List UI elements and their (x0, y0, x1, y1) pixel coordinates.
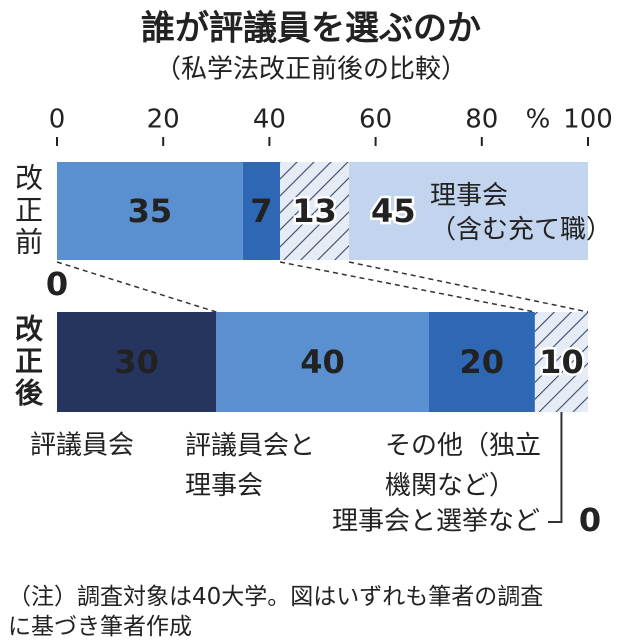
connector (279, 261, 536, 313)
value-label: 35 (128, 192, 173, 230)
value-label: 0 (579, 501, 601, 539)
x-tick-label: 80 (465, 105, 498, 135)
chart-title: 誰が評議員を選ぶのか (141, 9, 481, 49)
x-axis-label: % (526, 105, 551, 135)
category-label: 改正後 (11, 314, 44, 410)
value-label: 30 (114, 343, 159, 381)
connector (56, 261, 217, 313)
bar-segment (216, 312, 429, 412)
series-label: 評議員会 (30, 431, 134, 461)
x-tick-label: 100 (563, 105, 613, 135)
value-label: 40 (300, 343, 345, 381)
connector (348, 261, 589, 313)
bar-segment (428, 312, 535, 412)
value-label: 7 (250, 192, 272, 230)
bar-segment (57, 312, 217, 412)
value-label: 13 (292, 192, 337, 230)
x-tick-label: 40 (253, 105, 286, 135)
x-tick-label: 20 (147, 105, 180, 135)
bar-segment (349, 162, 588, 260)
x-tick-label: 0 (49, 105, 66, 135)
category-label: 改正前 (11, 163, 44, 259)
series-label: 理事会（含む充て職） (430, 181, 612, 245)
value-label: 10 (539, 343, 584, 381)
value-label: 20 (460, 343, 505, 381)
bar-segment (280, 162, 350, 260)
series-label: 理事会と選挙など (332, 507, 540, 537)
value-label: 0 (46, 265, 68, 303)
chart-subtitle: （私学法改正前後の比較） (155, 55, 467, 85)
series-label: その他（独立機関など） (385, 431, 541, 501)
bar-segment (534, 312, 588, 412)
value-label: 45 (371, 192, 416, 230)
bar-segment (57, 162, 243, 260)
note: （注）調査対象は40大学。図はいずれも筆者の調査に基づき筆者作成 (8, 584, 543, 640)
bar-segment (242, 162, 281, 260)
series-label: 評議員会と理事会 (185, 431, 315, 501)
leader-line (548, 412, 563, 523)
x-tick-label: 60 (359, 105, 392, 135)
